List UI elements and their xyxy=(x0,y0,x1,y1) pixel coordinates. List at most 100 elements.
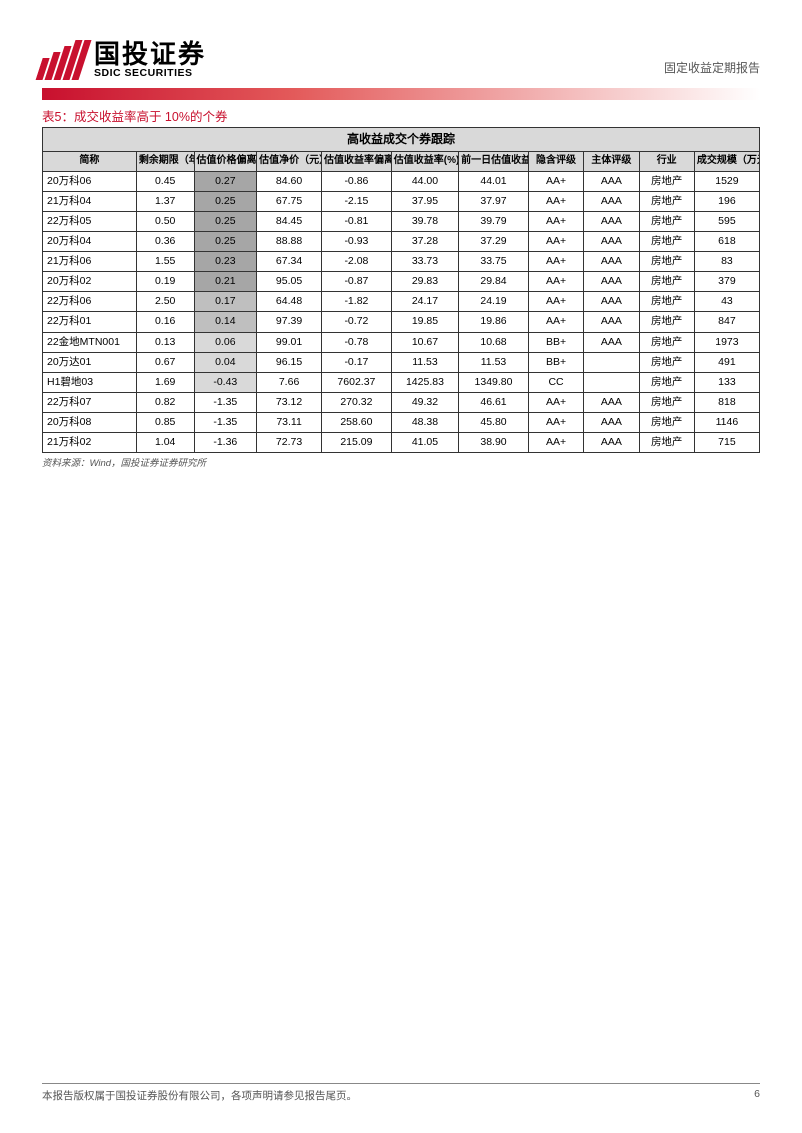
cell-volume: 1146 xyxy=(694,413,759,433)
table-row: 20万达010.670.0496.15-0.1711.5311.53BB+房地产… xyxy=(43,352,760,372)
cell-remain: 1.04 xyxy=(136,433,194,453)
cell-implrating: AA+ xyxy=(528,292,583,312)
cell-pricedev: 0.25 xyxy=(194,211,257,231)
table-row: 20万科060.450.2784.60-0.8644.0044.01AA+AAA… xyxy=(43,171,760,191)
cell-remain: 1.37 xyxy=(136,191,194,211)
table-row: 22万科050.500.2584.45-0.8139.7839.79AA+AAA… xyxy=(43,211,760,231)
cell-pricedev: 0.17 xyxy=(194,292,257,312)
cell-prevyield: 33.75 xyxy=(459,252,529,272)
cell-yield: 37.28 xyxy=(391,231,458,251)
cell-name: 22金地MTN001 xyxy=(43,332,137,352)
cell-issrating: AAA xyxy=(584,252,639,272)
cell-implrating: AA+ xyxy=(528,231,583,251)
column-header-remain: 剩余期限（年） xyxy=(136,152,194,172)
table-row: 21万科061.550.2367.34-2.0833.7333.75AA+AAA… xyxy=(43,252,760,272)
cell-volume: 1973 xyxy=(694,332,759,352)
column-header-industry: 行业 xyxy=(639,152,694,172)
red-divider-bar xyxy=(42,88,760,100)
cell-industry: 房地产 xyxy=(639,433,694,453)
cell-name: 22万科06 xyxy=(43,292,137,312)
cell-issrating: AAA xyxy=(584,191,639,211)
cell-yield: 29.83 xyxy=(391,272,458,292)
cell-netprice: 67.75 xyxy=(257,191,322,211)
cell-yield: 48.38 xyxy=(391,413,458,433)
cell-pricedev: 0.25 xyxy=(194,231,257,251)
cell-yielddev: 7602.37 xyxy=(322,372,392,392)
cell-yielddev: 270.32 xyxy=(322,392,392,412)
cell-pricedev: -1.35 xyxy=(194,392,257,412)
cell-yielddev: -0.86 xyxy=(322,171,392,191)
table-row: 22万科062.500.1764.48-1.8224.1724.19AA+AAA… xyxy=(43,292,760,312)
cell-pricedev: -1.35 xyxy=(194,413,257,433)
cell-yielddev: 215.09 xyxy=(322,433,392,453)
cell-volume: 618 xyxy=(694,231,759,251)
cell-implrating: AA+ xyxy=(528,171,583,191)
cell-industry: 房地产 xyxy=(639,171,694,191)
cell-industry: 房地产 xyxy=(639,292,694,312)
cell-yield: 44.00 xyxy=(391,171,458,191)
cell-netprice: 95.05 xyxy=(257,272,322,292)
cell-implrating: AA+ xyxy=(528,392,583,412)
column-header-implrating: 隐含评级 xyxy=(528,152,583,172)
cell-industry: 房地产 xyxy=(639,372,694,392)
cell-pricedev: 0.14 xyxy=(194,312,257,332)
cell-yield: 41.05 xyxy=(391,433,458,453)
cell-implrating: AA+ xyxy=(528,433,583,453)
cell-prevyield: 1349.80 xyxy=(459,372,529,392)
cell-volume: 715 xyxy=(694,433,759,453)
cell-industry: 房地产 xyxy=(639,312,694,332)
data-source: 资料来源：Wind，国投证券证券研究所 xyxy=(42,455,760,469)
column-header-netprice: 估值净价（元） xyxy=(257,152,322,172)
table-row: 22万科070.82-1.3573.12270.3249.3246.61AA+A… xyxy=(43,392,760,412)
cell-remain: 0.50 xyxy=(136,211,194,231)
cell-volume: 491 xyxy=(694,352,759,372)
cell-implrating: BB+ xyxy=(528,332,583,352)
table-row: 20万科080.85-1.3573.11258.6048.3845.80AA+A… xyxy=(43,413,760,433)
cell-remain: 2.50 xyxy=(136,292,194,312)
cell-issrating: AAA xyxy=(584,211,639,231)
cell-prevyield: 37.97 xyxy=(459,191,529,211)
column-header-pricedev: 估值价格偏离(%) xyxy=(194,152,257,172)
logo-stripes-icon xyxy=(36,40,93,80)
cell-issrating: AAA xyxy=(584,272,639,292)
cell-remain: 0.16 xyxy=(136,312,194,332)
logo: 国投证券 SDIC SECURITIES xyxy=(42,40,206,80)
cell-volume: 379 xyxy=(694,272,759,292)
cell-remain: 0.85 xyxy=(136,413,194,433)
cell-volume: 1529 xyxy=(694,171,759,191)
cell-industry: 房地产 xyxy=(639,352,694,372)
cell-name: 22万科05 xyxy=(43,211,137,231)
cell-industry: 房地产 xyxy=(639,392,694,412)
cell-prevyield: 29.84 xyxy=(459,272,529,292)
cell-volume: 83 xyxy=(694,252,759,272)
cell-name: 21万科06 xyxy=(43,252,137,272)
cell-yielddev: -0.78 xyxy=(322,332,392,352)
cell-yield: 11.53 xyxy=(391,352,458,372)
cell-remain: 0.19 xyxy=(136,272,194,292)
cell-remain: 0.82 xyxy=(136,392,194,412)
cell-prevyield: 19.86 xyxy=(459,312,529,332)
cell-volume: 847 xyxy=(694,312,759,332)
table-row: 22金地MTN0010.130.0699.01-0.7810.6710.68BB… xyxy=(43,332,760,352)
cell-issrating: AAA xyxy=(584,171,639,191)
cell-netprice: 97.39 xyxy=(257,312,322,332)
cell-name: 22万科07 xyxy=(43,392,137,412)
cell-name: 20万科04 xyxy=(43,231,137,251)
cell-industry: 房地产 xyxy=(639,413,694,433)
cell-remain: 0.45 xyxy=(136,171,194,191)
cell-issrating xyxy=(584,372,639,392)
cell-prevyield: 39.79 xyxy=(459,211,529,231)
cell-implrating: BB+ xyxy=(528,352,583,372)
cell-netprice: 84.45 xyxy=(257,211,322,231)
cell-netprice: 67.34 xyxy=(257,252,322,272)
cell-name: 21万科04 xyxy=(43,191,137,211)
cell-yield: 33.73 xyxy=(391,252,458,272)
report-type: 固定收益定期报告 xyxy=(664,59,760,80)
table-row: 22万科010.160.1497.39-0.7219.8519.86AA+AAA… xyxy=(43,312,760,332)
page-number: 6 xyxy=(754,1088,760,1103)
cell-name: 21万科02 xyxy=(43,433,137,453)
cell-netprice: 88.88 xyxy=(257,231,322,251)
cell-pricedev: 0.23 xyxy=(194,252,257,272)
logo-en: SDIC SECURITIES xyxy=(94,67,206,80)
cell-volume: 196 xyxy=(694,191,759,211)
